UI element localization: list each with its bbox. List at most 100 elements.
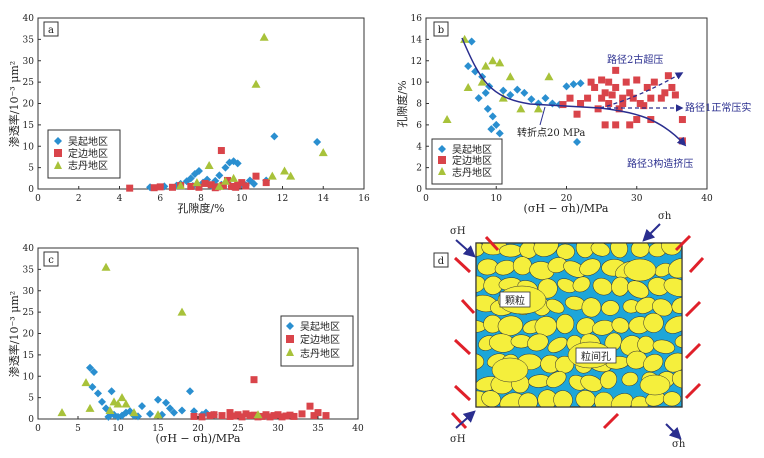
y-tick-label: 10: [411, 78, 423, 88]
data-point-wuqi: [166, 404, 174, 413]
data-point-dingbian: [219, 182, 227, 190]
y-tick-label: 12: [411, 57, 422, 67]
y-tick-label: 8: [416, 100, 422, 110]
data-point-wuqi: [270, 132, 279, 141]
data-point-wuqi: [162, 398, 170, 407]
data-point-dingbian: [577, 100, 585, 107]
data-point-dingbian: [678, 116, 686, 124]
data-point-wuqi: [562, 82, 571, 91]
grain: [476, 275, 486, 293]
data-point-dingbian: [262, 179, 270, 187]
data-point-zhidan: [498, 93, 508, 102]
data-point-wuqi: [186, 387, 194, 396]
data-point-wuqi: [178, 406, 186, 415]
x-tick-label: 15: [152, 424, 164, 434]
path2-arrow: [599, 72, 684, 109]
y-tick-label: 0: [28, 185, 34, 195]
data-point-dingbian: [252, 172, 260, 180]
data-point-zhidan: [481, 61, 491, 70]
turning-point-leader: [539, 106, 546, 126]
x-tick-label: 40: [701, 194, 713, 204]
y-tick-label: 25: [23, 78, 35, 88]
grain-large: [491, 357, 529, 383]
grain: [671, 370, 682, 389]
x-tick-label: 5: [75, 424, 81, 434]
stress-bar: [453, 256, 472, 274]
x-tick-label: 4: [117, 194, 123, 204]
data-point-dingbian: [668, 83, 676, 91]
legend-c-marker-wuqi: [286, 322, 294, 330]
y-tick-label: 0: [416, 185, 422, 195]
data-point-dingbian: [266, 413, 274, 421]
grain: [627, 280, 649, 299]
data-point-zhidan: [129, 408, 139, 417]
pore-label: 粒间孔: [581, 350, 611, 363]
data-point-dingbian: [619, 100, 627, 107]
chart-b-panel-label: b: [438, 25, 444, 36]
data-point-dingbian: [278, 413, 286, 421]
stress-bar: [674, 234, 692, 252]
chart-b-xlabel: (σH − σh)/MPa: [524, 202, 609, 215]
data-point-dingbian: [270, 412, 278, 420]
data-point-wuqi: [534, 99, 543, 108]
data-point-dingbian: [650, 78, 658, 86]
data-point-zhidan: [488, 56, 498, 65]
data-point-dingbian: [612, 121, 620, 129]
data-point-zhidan: [495, 58, 505, 67]
data-point-dingbian: [626, 89, 634, 97]
annotation-path3: 路径3构造挤压: [627, 157, 693, 170]
data-point-dingbian: [608, 91, 616, 99]
x-tick-label: 14: [318, 194, 330, 204]
data-point-dingbian: [298, 410, 306, 418]
x-tick-label: 10: [112, 424, 124, 434]
x-tick-label: 12: [277, 194, 288, 204]
data-point-zhidan: [318, 148, 328, 157]
y-tick-label: 14: [411, 35, 423, 45]
annotation-turning-point: 转折点20 MPa: [517, 126, 585, 139]
grain: [664, 315, 682, 334]
x-tick-label: 35: [312, 424, 324, 434]
pore-label-box: [575, 347, 617, 364]
grain-large: [639, 374, 671, 396]
data-point-dingbian: [598, 94, 606, 102]
data-point-dingbian: [230, 412, 238, 420]
data-point-dingbian: [226, 409, 234, 417]
grain: [527, 333, 549, 352]
data-point-dingbian: [573, 110, 581, 118]
data-point-dingbian: [198, 413, 206, 421]
data-point-wuqi: [573, 137, 582, 146]
chart-a-panel-box: [43, 21, 59, 37]
data-point-zhidan: [229, 173, 239, 182]
data-point-dingbian: [671, 91, 679, 99]
legend-a-marker-wuqi: [54, 137, 62, 145]
legend-b-marker-zhidan: [438, 167, 446, 175]
legend-b-marker-dingbian: [438, 156, 446, 164]
data-point-wuqi: [513, 85, 522, 94]
annotation-path2: 路径2古超压: [607, 53, 663, 66]
grain: [643, 312, 664, 333]
data-point-zhidan: [101, 262, 111, 271]
data-point-wuqi: [527, 95, 536, 104]
grain: [668, 258, 682, 279]
data-point-wuqi: [86, 363, 94, 372]
data-point-dingbian: [598, 76, 606, 84]
data-point-dingbian: [622, 78, 630, 86]
grain: [556, 314, 575, 334]
data-point-dingbian: [601, 89, 609, 97]
data-point-wuqi: [170, 408, 178, 417]
stress-bar: [684, 300, 702, 318]
data-point-wuqi: [104, 412, 113, 421]
grain: [590, 243, 611, 257]
grain: [643, 354, 664, 372]
data-point-zhidan: [460, 34, 470, 43]
x-tick-label: 2: [76, 194, 82, 204]
x-tick-label: 16: [358, 194, 370, 204]
data-point-zhidan: [251, 79, 261, 88]
sigma-h-label-top: σh: [658, 211, 672, 222]
data-point-zhidan: [442, 115, 452, 124]
data-point-dingbian: [242, 182, 250, 190]
data-point-wuqi: [488, 112, 497, 121]
data-point-wuqi: [90, 367, 98, 376]
x-tick-label: 0: [35, 424, 41, 434]
